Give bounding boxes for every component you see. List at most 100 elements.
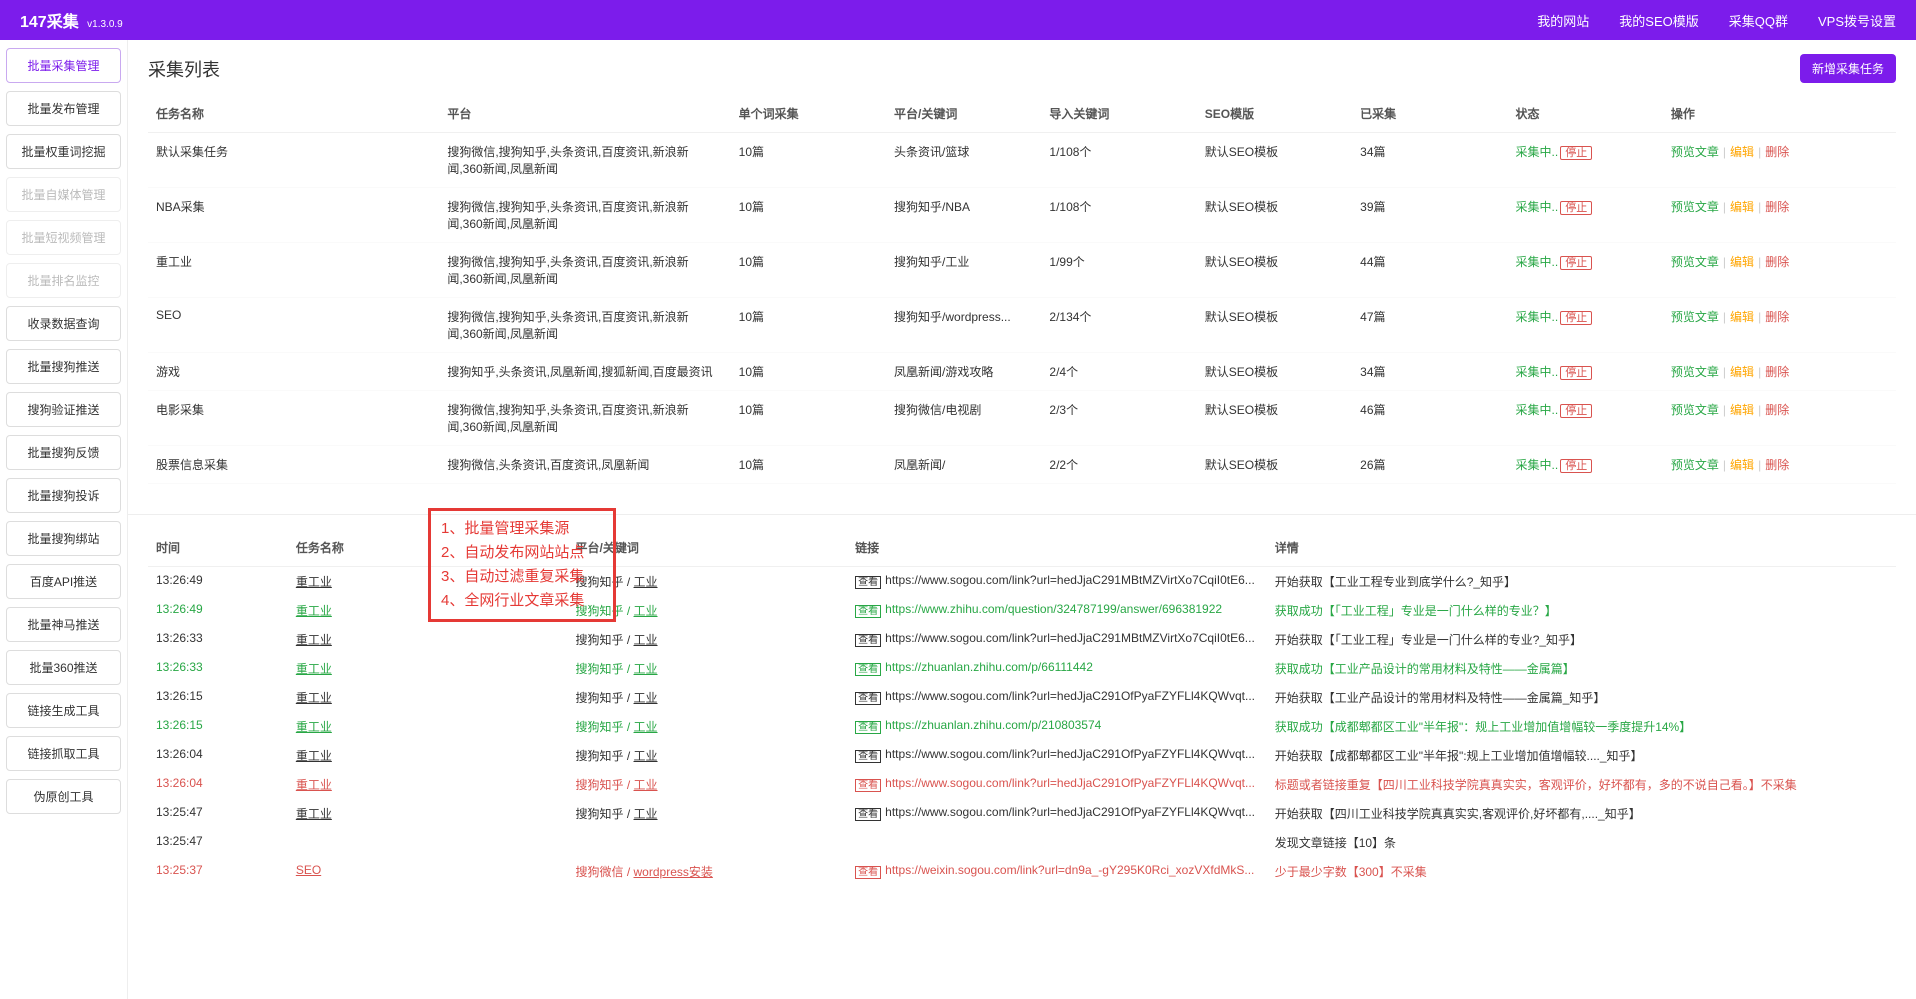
delete-link[interactable]: 删除 (1765, 365, 1789, 379)
preview-link[interactable]: 预览文章 (1671, 145, 1719, 159)
task-link[interactable]: 重工业 (296, 720, 332, 734)
delete-link[interactable]: 删除 (1765, 255, 1789, 269)
sidebar-item[interactable]: 百度API推送 (6, 564, 121, 599)
sidebar-item[interactable]: 伪原创工具 (6, 779, 121, 814)
task-link[interactable]: SEO (296, 863, 321, 877)
url-text[interactable]: https://www.sogou.com/link?url=hedJjaC29… (885, 631, 1255, 645)
log-task: 重工业 (288, 625, 568, 654)
stop-button[interactable]: 停止 (1560, 404, 1592, 418)
task-link[interactable]: 重工业 (296, 662, 332, 676)
stop-button[interactable]: 停止 (1560, 311, 1592, 325)
url-text[interactable]: https://www.sogou.com/link?url=hedJjaC29… (885, 747, 1255, 761)
keyword-link[interactable]: 工业 (634, 633, 658, 647)
stop-button[interactable]: 停止 (1560, 256, 1592, 270)
task-cell: 34篇 (1352, 353, 1507, 391)
sidebar-item[interactable]: 批量搜狗投诉 (6, 478, 121, 513)
task-cell: 搜狗微信,搜狗知乎,头条资讯,百度资讯,新浪新闻,360新闻,凤凰新闻 (439, 298, 730, 353)
view-badge[interactable]: 查看 (855, 750, 881, 763)
keyword-link[interactable]: 工业 (634, 749, 658, 763)
log-time: 13:26:04 (148, 741, 288, 770)
sidebar-item[interactable]: 批量360推送 (6, 650, 121, 685)
task-link[interactable]: 重工业 (296, 807, 332, 821)
edit-link[interactable]: 编辑 (1730, 458, 1754, 472)
keyword-link[interactable]: 工业 (634, 720, 658, 734)
task-link[interactable]: 重工业 (296, 633, 332, 647)
log-detail: 发现文章链接【10】条 (1267, 828, 1896, 857)
keyword-link[interactable]: wordpress安装 (634, 865, 713, 879)
view-badge[interactable]: 查看 (855, 808, 881, 821)
sidebar[interactable]: 批量采集管理批量发布管理批量权重词挖掘批量自媒体管理批量短视频管理批量排名监控收… (0, 40, 128, 999)
topnav-item[interactable]: 我的网站 (1537, 11, 1589, 30)
sidebar-item[interactable]: 批量权重词挖掘 (6, 134, 121, 169)
add-task-button[interactable]: 新增采集任务 (1800, 54, 1896, 83)
keyword-link[interactable]: 工业 (634, 778, 658, 792)
sidebar-item[interactable]: 批量采集管理 (6, 48, 121, 83)
task-link[interactable]: 重工业 (296, 691, 332, 705)
url-text[interactable]: https://zhuanlan.zhihu.com/p/66111442 (885, 660, 1093, 674)
topnav-item[interactable]: VPS拨号设置 (1818, 11, 1896, 30)
task-link[interactable]: 重工业 (296, 778, 332, 792)
view-badge[interactable]: 查看 (855, 605, 881, 618)
task-link[interactable]: 重工业 (296, 749, 332, 763)
sidebar-item[interactable]: 批量搜狗反馈 (6, 435, 121, 470)
task-ops: 预览文章|编辑|删除 (1663, 133, 1896, 188)
view-badge[interactable]: 查看 (855, 692, 881, 705)
edit-link[interactable]: 编辑 (1730, 145, 1754, 159)
url-text[interactable]: https://www.sogou.com/link?url=hedJjaC29… (885, 689, 1255, 703)
delete-link[interactable]: 删除 (1765, 145, 1789, 159)
url-text[interactable]: https://www.zhihu.com/question/324787199… (885, 602, 1222, 616)
task-link[interactable]: 重工业 (296, 575, 332, 589)
topnav-item[interactable]: 我的SEO模版 (1619, 11, 1698, 30)
delete-link[interactable]: 删除 (1765, 458, 1789, 472)
delete-link[interactable]: 删除 (1765, 403, 1789, 417)
view-badge[interactable]: 查看 (855, 779, 881, 792)
delete-link[interactable]: 删除 (1765, 200, 1789, 214)
task-link[interactable]: 重工业 (296, 604, 332, 618)
stop-button[interactable]: 停止 (1560, 366, 1592, 380)
preview-link[interactable]: 预览文章 (1671, 200, 1719, 214)
sidebar-item[interactable]: 链接抓取工具 (6, 736, 121, 771)
sidebar-item[interactable]: 批量发布管理 (6, 91, 121, 126)
view-badge[interactable]: 查看 (855, 866, 881, 879)
url-text[interactable]: https://www.sogou.com/link?url=hedJjaC29… (885, 776, 1255, 790)
view-badge[interactable]: 查看 (855, 634, 881, 647)
edit-link[interactable]: 编辑 (1730, 255, 1754, 269)
keyword-link[interactable]: 工业 (634, 662, 658, 676)
sidebar-item[interactable]: 批量搜狗推送 (6, 349, 121, 384)
table-row: 游戏搜狗知乎,头条资讯,凤凰新闻,搜狐新闻,百度最资讯10篇凤凰新闻/游戏攻略2… (148, 353, 1896, 391)
sidebar-item[interactable]: 搜狗验证推送 (6, 392, 121, 427)
sidebar-item[interactable]: 收录数据查询 (6, 306, 121, 341)
delete-link[interactable]: 删除 (1765, 310, 1789, 324)
view-badge[interactable]: 查看 (855, 576, 881, 589)
task-cell: 默认SEO模板 (1197, 133, 1352, 188)
view-badge[interactable]: 查看 (855, 721, 881, 734)
edit-link[interactable]: 编辑 (1730, 200, 1754, 214)
edit-link[interactable]: 编辑 (1730, 310, 1754, 324)
preview-link[interactable]: 预览文章 (1671, 458, 1719, 472)
keyword-link[interactable]: 工业 (634, 575, 658, 589)
stop-button[interactable]: 停止 (1560, 146, 1592, 160)
url-text[interactable]: https://weixin.sogou.com/link?url=dn9a_-… (885, 863, 1254, 877)
url-text[interactable]: https://www.sogou.com/link?url=hedJjaC29… (885, 573, 1255, 587)
edit-link[interactable]: 编辑 (1730, 365, 1754, 379)
url-text[interactable]: https://www.sogou.com/link?url=hedJjaC29… (885, 805, 1255, 819)
preview-link[interactable]: 预览文章 (1671, 403, 1719, 417)
topnav-item[interactable]: 采集QQ群 (1729, 11, 1788, 30)
stop-button[interactable]: 停止 (1560, 201, 1592, 215)
sidebar-item[interactable]: 链接生成工具 (6, 693, 121, 728)
edit-link[interactable]: 编辑 (1730, 403, 1754, 417)
preview-link[interactable]: 预览文章 (1671, 310, 1719, 324)
sidebar-item[interactable]: 批量神马推送 (6, 607, 121, 642)
preview-link[interactable]: 预览文章 (1671, 255, 1719, 269)
sidebar-item[interactable]: 批量搜狗绑站 (6, 521, 121, 556)
url-text[interactable]: https://zhuanlan.zhihu.com/p/210803574 (885, 718, 1101, 732)
stop-button[interactable]: 停止 (1560, 459, 1592, 473)
log-detail: 标题或者链接重复【四川工业科技学院真真实实，客观评价，好坏都有，多的不说自己看。… (1267, 770, 1896, 799)
tasks-title: 采集列表 (148, 56, 220, 82)
preview-link[interactable]: 预览文章 (1671, 365, 1719, 379)
keyword-link[interactable]: 工业 (634, 691, 658, 705)
task-cell: 1/99个 (1041, 243, 1196, 298)
view-badge[interactable]: 查看 (855, 663, 881, 676)
keyword-link[interactable]: 工业 (634, 604, 658, 618)
keyword-link[interactable]: 工业 (634, 807, 658, 821)
